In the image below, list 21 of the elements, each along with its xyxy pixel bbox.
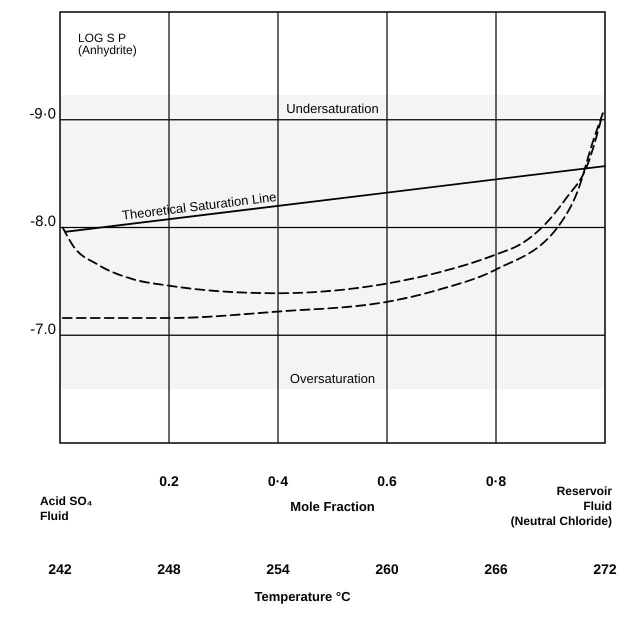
- x-tick-label: 0.6: [377, 472, 397, 489]
- annotation: Oversaturation: [290, 371, 376, 386]
- x2-tick-label: 260: [375, 560, 399, 577]
- x2-tick-label: 266: [484, 560, 508, 577]
- x2-axis-title: Temperature °C: [254, 589, 352, 604]
- x2-tick-label: 242: [48, 560, 72, 577]
- y-axis-title: LOG S P (Anhydrite): [78, 31, 137, 57]
- text: Acid SO₄ Fluid: [40, 494, 93, 523]
- x2-tick-label: 248: [157, 560, 181, 577]
- x2-tick-label: 254: [266, 560, 290, 577]
- x-axis-title: Mole Fraction: [290, 499, 375, 514]
- x2-tick-label: 272: [593, 560, 617, 577]
- y-tick-label: -8.0: [30, 213, 56, 230]
- y-tick-label: -7.0: [30, 320, 56, 338]
- x-tick-label: 0·8: [486, 472, 506, 489]
- x-tick-label: 0·4: [268, 472, 288, 489]
- annotation: Undersaturation: [286, 100, 379, 116]
- x-tick-label: 0.2: [159, 472, 179, 489]
- text: Theoretical Saturation Line: [121, 189, 278, 223]
- text: Reservoir Fluid (Neutral Chloride): [510, 484, 612, 528]
- y-tick-label: -9·0: [29, 105, 56, 122]
